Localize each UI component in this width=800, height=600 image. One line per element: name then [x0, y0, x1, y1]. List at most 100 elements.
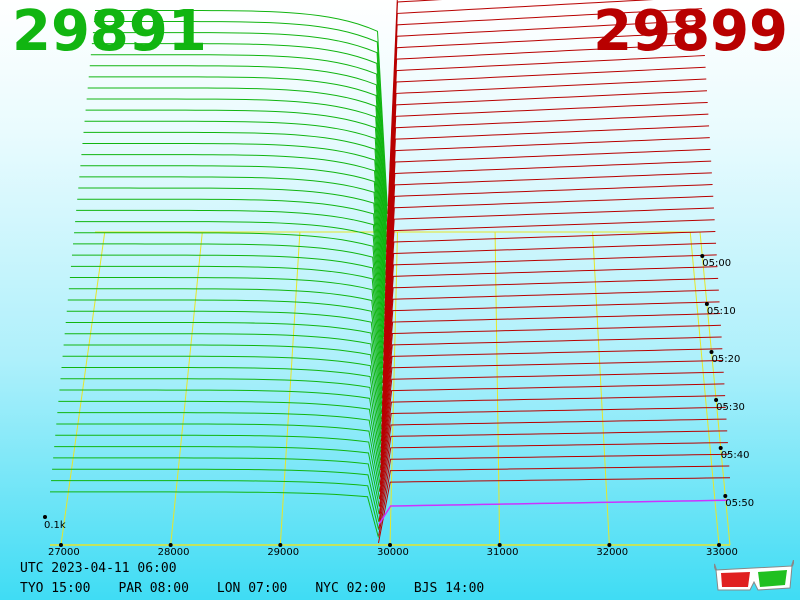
bid-depth-line — [62, 355, 382, 445]
ask-depth-line — [383, 184, 713, 362]
bid-depth-line — [60, 378, 382, 461]
bid-depth-line — [56, 423, 381, 492]
time-tick-marker — [723, 493, 728, 498]
clock-bjs: BJS 14:00 — [413, 581, 485, 596]
bid-depth-line — [58, 400, 381, 476]
bid-depth-line — [92, 32, 388, 222]
ask-depth-line — [381, 254, 717, 405]
clock-nyc: NYC 02:00 — [315, 581, 386, 596]
time-tick-label: 05:50 — [725, 498, 754, 509]
bid-depth-line — [64, 333, 382, 430]
ask-depth-line — [380, 313, 721, 442]
bid-depth-line — [79, 176, 385, 322]
bid-depth-line — [66, 310, 383, 415]
bid-depth-line — [50, 491, 379, 538]
ask-depth-line — [385, 19, 703, 260]
bid-depth-line — [63, 344, 382, 438]
ask-depth-line — [386, 8, 703, 252]
ask-depth-line — [381, 289, 719, 427]
ask-depth-line — [381, 277, 719, 420]
clock-tyo: TYO 15:00 — [20, 581, 91, 596]
ask-depth-line — [384, 90, 707, 303]
ask-depth-line — [379, 383, 725, 485]
grid-line — [389, 231, 398, 546]
bid-depth-line — [86, 98, 387, 268]
bid-depth-line — [69, 277, 383, 391]
bid-depth-line — [71, 254, 384, 376]
ask-depth-line — [384, 125, 710, 325]
ask-depth-line — [382, 230, 716, 391]
ask-depth-line — [378, 430, 728, 514]
x-tick-marker — [168, 543, 173, 547]
time-tick-label: 05:10 — [707, 306, 736, 317]
ask-depth-line — [381, 266, 718, 413]
bid-depth-line — [75, 221, 384, 353]
x-tick-label: 27000 — [48, 547, 80, 558]
bid-depth-line — [55, 434, 380, 499]
ask-depth-line — [384, 113, 709, 318]
current-ask-line — [378, 499, 729, 525]
ask-depth-line — [377, 477, 731, 544]
ask-depth-line — [386, 0, 654, 245]
bid-depth-line — [59, 389, 381, 469]
ask-depth-line — [386, 0, 443, 238]
ask-depth-line — [382, 242, 717, 398]
ask-depth-line — [381, 301, 720, 434]
grid-line — [60, 231, 106, 546]
x-tick-label: 30000 — [377, 547, 409, 558]
bid-depth-line — [76, 209, 385, 345]
time-tick-label: 05:00 — [702, 258, 731, 269]
bid-depth-line — [90, 54, 387, 237]
bid-depth-line — [57, 412, 381, 484]
ask-depth-line — [379, 395, 726, 493]
bid-depth-line — [87, 87, 387, 261]
x-tick-marker — [58, 543, 63, 547]
ask-depth-line — [383, 172, 712, 354]
x-axis: 27000 28000 29000 30000 31000 32000 33000 0.1k — [43, 515, 738, 558]
3d-glasses-icon[interactable] — [714, 560, 794, 594]
ask-depth-line — [379, 371, 724, 478]
bid-depth-line — [70, 265, 384, 384]
bid-depth-line — [68, 288, 383, 399]
time-tick-marker — [700, 253, 705, 258]
grid-line — [689, 231, 720, 546]
ask-depth-line — [380, 324, 721, 449]
bid-depth-line — [78, 187, 385, 330]
clock-lon: LON 07:00 — [216, 581, 288, 596]
bid-price: 29891 — [12, 0, 207, 64]
world-clocks: TYO 15:00 PAR 08:00 LON 07:00 NYC 02:00 … — [20, 581, 484, 596]
ask-depth-line — [385, 55, 705, 281]
x-tick-label: 29000 — [267, 547, 299, 558]
grid-line — [170, 231, 203, 546]
ask-depth-line — [380, 359, 724, 471]
ask-depth-line — [385, 66, 706, 289]
depth-marker — [43, 515, 47, 519]
bid-depth-line — [88, 76, 387, 253]
bid-depth-line — [54, 446, 380, 507]
grid-line — [592, 231, 610, 546]
bid-depth-line — [95, 9, 388, 207]
right-edge-line — [699, 231, 731, 546]
ask-depth-line — [385, 31, 704, 267]
ask-depth-line — [378, 453, 729, 529]
ask-depth-lines — [377, 0, 731, 544]
x-tick-marker — [278, 543, 283, 547]
x-tick-label: 31000 — [487, 547, 519, 558]
ask-depth-line — [382, 207, 714, 376]
bid-depth-line — [83, 131, 386, 291]
bid-depth-line — [73, 243, 384, 368]
bid-depth-line — [91, 43, 388, 230]
bid-depth-line — [53, 457, 380, 515]
bid-depth-line — [82, 142, 386, 299]
ask-depth-line — [379, 418, 727, 507]
x-tick-label: 32000 — [596, 547, 628, 558]
bid-depth-line — [65, 321, 383, 422]
ask-depth-line — [383, 160, 712, 347]
time-tick-marker — [718, 445, 723, 450]
bid-depth-line — [74, 232, 384, 361]
bid-depth-line — [93, 21, 388, 214]
time-tick-marker — [709, 349, 714, 354]
bid-depth-line — [52, 468, 380, 523]
x-tick-marker — [717, 543, 722, 547]
